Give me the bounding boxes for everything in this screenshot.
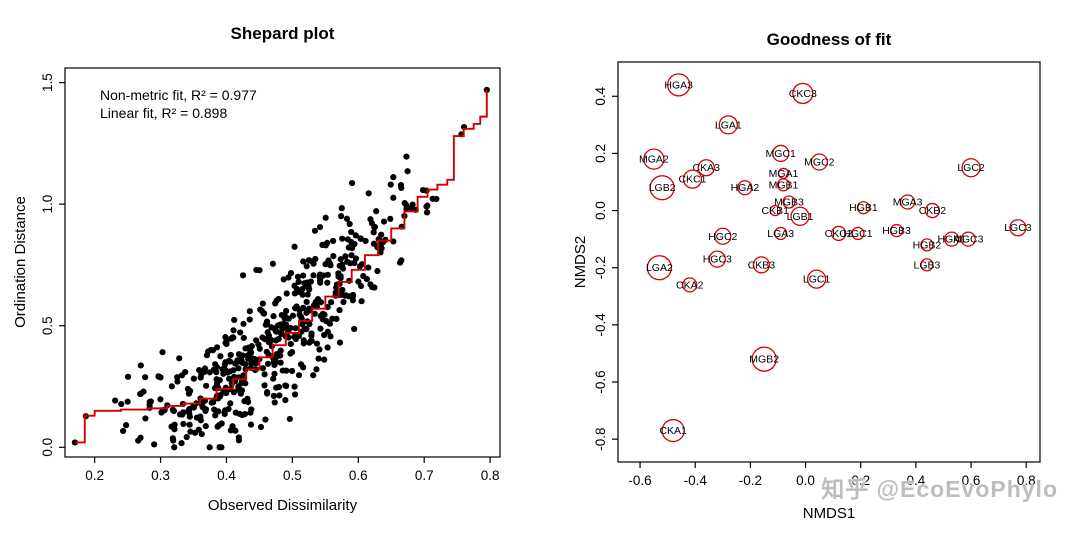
svg-text:HGA1: HGA1: [937, 234, 966, 246]
svg-text:MGB1: MGB1: [769, 179, 799, 191]
shepard-yaxis-label: Ordination Distance: [12, 196, 29, 328]
shepard-plot-title: Shepard plot: [230, 24, 335, 43]
svg-text:LGA3: LGA3: [767, 228, 794, 240]
fit-annotations: Non-metric fit, R² = 0.977 Linear fit, R…: [100, 86, 257, 122]
svg-text:0.0: 0.0: [796, 473, 815, 488]
svg-text:CKB2: CKB2: [919, 205, 947, 217]
svg-text:MGA3: MGA3: [893, 197, 923, 209]
svg-text:CKB1: CKB1: [761, 205, 789, 217]
svg-text:MGB2: MGB2: [749, 354, 779, 366]
svg-text:-0.6: -0.6: [628, 473, 651, 488]
svg-text:0.6: 0.6: [349, 468, 368, 483]
linear-fit-annotation: Linear fit, R² = 0.898: [100, 105, 228, 121]
svg-text:1.5: 1.5: [40, 73, 55, 92]
svg-text:CKC3: CKC3: [789, 88, 817, 100]
svg-text:0.2: 0.2: [851, 473, 870, 488]
gof-plot-title: Goodness of fit: [766, 30, 892, 49]
nmds1-axis-label: NMDS1: [802, 505, 856, 522]
svg-text:MGC1: MGC1: [766, 148, 796, 160]
shepard-xaxis-label: Observed Dissimilarity: [207, 497, 358, 514]
svg-text:0.8: 0.8: [481, 468, 500, 483]
svg-text:LGB2: LGB2: [649, 182, 676, 194]
svg-text:0.3: 0.3: [151, 468, 170, 483]
svg-text:MGB3: MGB3: [774, 197, 804, 209]
svg-text:-0.2: -0.2: [593, 256, 608, 279]
svg-text:CKA1: CKA1: [659, 425, 687, 437]
svg-text:CKC2: CKC2: [825, 228, 853, 240]
svg-text:HGC1: HGC1: [843, 228, 872, 240]
svg-text:CKB3: CKB3: [748, 259, 776, 271]
svg-text:0.4: 0.4: [217, 468, 236, 483]
nonmetric-fit-annotation: Non-metric fit, R² = 0.977: [100, 87, 257, 103]
svg-text:HGB3: HGB3: [882, 225, 911, 237]
svg-text:CKA2: CKA2: [676, 279, 704, 291]
svg-text:-0.4: -0.4: [593, 313, 608, 337]
svg-text:MGC2: MGC2: [804, 157, 834, 169]
svg-text:-0.2: -0.2: [739, 473, 762, 488]
svg-text:LGB1: LGB1: [787, 211, 814, 223]
svg-text:0.4: 0.4: [593, 86, 608, 105]
svg-text:MGA1: MGA1: [769, 168, 799, 180]
svg-text:0.2: 0.2: [85, 468, 104, 483]
svg-text:LGC2: LGC2: [957, 162, 985, 174]
svg-text:LGC3: LGC3: [1004, 222, 1032, 234]
svg-text:-0.8: -0.8: [593, 428, 608, 451]
svg-text:HGB2: HGB2: [913, 239, 942, 251]
svg-text:MGC3: MGC3: [953, 234, 983, 246]
svg-text:1.0: 1.0: [40, 195, 55, 214]
svg-text:LGC1: LGC1: [803, 274, 831, 286]
svg-text:HGA2: HGA2: [731, 182, 760, 194]
svg-text:HGB1: HGB1: [849, 202, 878, 214]
svg-text:HGC3: HGC3: [703, 254, 732, 266]
svg-text:LGB3: LGB3: [913, 259, 940, 271]
svg-text:MGA2: MGA2: [639, 154, 669, 166]
svg-text:LGA1: LGA1: [715, 119, 742, 131]
nmds2-axis-label: NMDS2: [572, 235, 589, 289]
svg-text:0.4: 0.4: [906, 473, 925, 488]
svg-text:0.0: 0.0: [40, 438, 55, 457]
watermark: 知乎 @EcoEvoPhylo: [821, 476, 1058, 502]
svg-text:0.8: 0.8: [1017, 473, 1036, 488]
svg-text:-0.6: -0.6: [593, 370, 608, 393]
svg-text:CKA3: CKA3: [693, 162, 721, 174]
svg-text:-0.4: -0.4: [684, 473, 708, 488]
svg-text:CKC1: CKC1: [678, 174, 706, 186]
svg-text:0.2: 0.2: [593, 144, 608, 163]
svg-text:LGA2: LGA2: [646, 262, 673, 274]
svg-text:0.5: 0.5: [40, 316, 55, 335]
svg-text:0.7: 0.7: [415, 468, 434, 483]
svg-text:HGA3: HGA3: [664, 79, 693, 91]
svg-text:0.5: 0.5: [283, 468, 302, 483]
svg-text:0.6: 0.6: [962, 473, 981, 488]
svg-text:HGC2: HGC2: [708, 231, 737, 243]
svg-text:0.0: 0.0: [593, 201, 608, 220]
